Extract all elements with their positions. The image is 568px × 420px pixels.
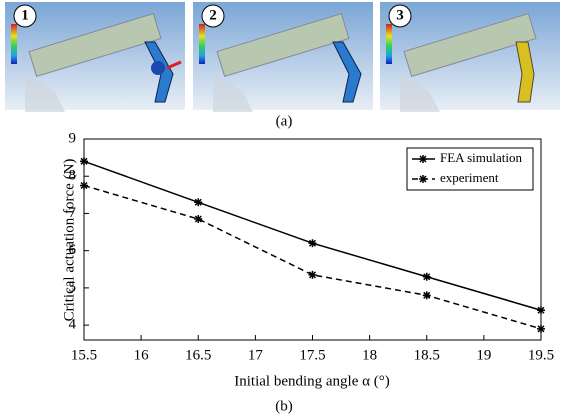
x-tick-label: 18.5 xyxy=(414,347,440,363)
y-tick-label: 5 xyxy=(69,279,77,295)
marker xyxy=(80,182,88,190)
legend-label: FEA simulation xyxy=(440,150,522,165)
marker xyxy=(194,215,202,223)
marker xyxy=(419,155,427,163)
marker xyxy=(419,175,427,183)
marker xyxy=(537,325,545,333)
marker xyxy=(309,271,317,279)
marker xyxy=(423,291,431,299)
legend-label: experiment xyxy=(440,170,499,185)
marker xyxy=(537,306,545,314)
panel-number: 2 xyxy=(209,7,217,23)
marker xyxy=(309,239,317,247)
fea-panels: 1 2 3 xyxy=(5,2,560,112)
x-tick-label: 16.5 xyxy=(185,347,211,363)
x-axis-label: Initial bending angle α (°) xyxy=(234,373,389,389)
series-line xyxy=(84,186,541,329)
x-tick-label: 18 xyxy=(362,347,377,363)
fea-panel xyxy=(193,2,373,112)
figure: 1 2 3 (a) (b) Initial bending angle α (°… xyxy=(0,0,568,420)
x-tick-label: 19 xyxy=(476,347,491,363)
y-tick-label: 8 xyxy=(69,168,77,184)
x-tick-label: 19.5 xyxy=(528,347,554,363)
x-tick-label: 17.5 xyxy=(299,347,325,363)
caption: (b) xyxy=(275,398,293,414)
y-tick-label: 7 xyxy=(69,205,77,221)
fea-panel xyxy=(380,2,560,112)
legend: FEA simulation experiment xyxy=(407,148,533,190)
marker xyxy=(80,157,88,165)
caption: (a) xyxy=(276,113,293,129)
x-tick-label: 16 xyxy=(134,347,150,363)
fea-panel xyxy=(5,2,185,112)
x-tick-label: 15.5 xyxy=(71,347,97,363)
y-tick-label: 4 xyxy=(69,317,77,333)
y-tick-label: 9 xyxy=(69,130,77,146)
y-tick-label: 6 xyxy=(69,242,77,258)
marker xyxy=(194,198,202,206)
panel-number: 1 xyxy=(21,7,29,23)
x-tick-label: 17 xyxy=(248,347,264,363)
marker xyxy=(423,273,431,281)
panel-number: 3 xyxy=(396,7,404,23)
